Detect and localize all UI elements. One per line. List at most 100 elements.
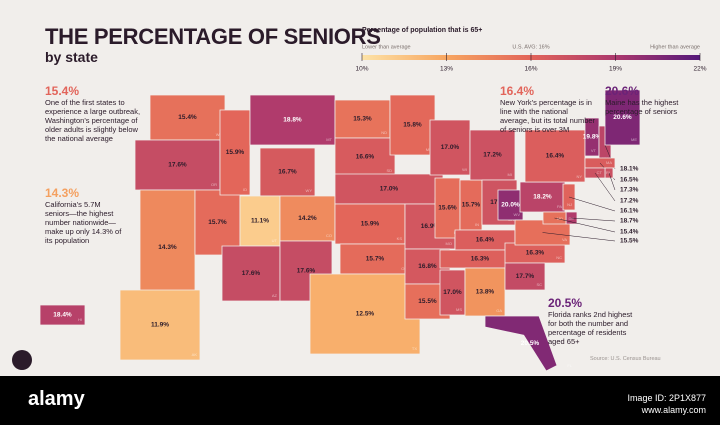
map: Lower than average Higher than average U.S… [12,44,707,372]
state-value-label: 17.3% [620,187,639,194]
annotation: 14.3% California's 5.7M seniors—the highe… [45,186,125,245]
leader-line [571,217,616,222]
state-value-label: 15.4% [178,114,197,121]
state-code: KS [397,236,403,241]
state-value-label: 15.4% [620,229,639,236]
annotation-text: One of the first states to experience a … [45,98,141,143]
state [524,129,586,183]
legend-tick-label: 16% [524,66,537,73]
state-code: NJ [567,202,572,207]
state-value-label: 16.4% [546,153,565,160]
state [309,273,421,355]
legend-low: Lower than average [362,44,411,50]
image-id: Image ID: 2P1X877 [627,393,706,403]
state-code: WV [514,212,521,217]
state-code: MA [606,160,612,165]
annotation-value: 15.4% [45,84,80,98]
state-value-label: 17.6% [168,162,187,169]
state-value-label: 13.8% [476,289,495,296]
state-code: SD [386,168,392,173]
legend-tick-label: 22% [693,66,706,73]
state [219,109,251,196]
state-code: DE [568,216,574,221]
brand: alamy [28,388,85,410]
state-code: WA [216,132,223,137]
annotation-text: Maine has the highest percentage of seni… [605,98,679,116]
state-value-label: 17.2% [620,198,639,205]
annotation: 16.4% New York's percentage is in line wi… [500,84,598,134]
leader-line [554,217,616,233]
state-value-label: 18.7% [620,218,639,225]
annotation-text: New York's percentage is in line with th… [500,98,596,134]
state-value-label: 16.3% [471,256,490,263]
state-value-label: 15.8% [403,122,422,129]
legend-avg: U.S. AVG: 16% [512,44,549,50]
state-code: VT [591,148,597,153]
source: Source: U.S. Census Bureau [590,356,661,362]
state-code: GA [496,308,502,313]
state-code: RI [606,170,610,175]
state-value-label: 16.8% [418,263,437,270]
state-code: FL [567,363,572,368]
state-code: OR [211,182,217,187]
title: THE PERCENTAGE OF SENIORS [45,24,381,49]
legend-high: Higher than average [650,44,700,50]
annotation-value: 16.4% [500,84,535,98]
state-value-label: 19.8% [583,134,602,141]
state-value-label: 16.1% [620,208,639,215]
leader-line [608,172,616,191]
state [404,283,451,320]
state-value-label: 11.9% [151,322,169,329]
state [39,304,86,326]
state [484,315,558,372]
state-value-label: 18.2% [533,194,552,201]
annotation-value: 14.3% [45,186,80,200]
annotation-text: Florida ranks 2nd highest for both the n… [548,310,633,346]
state-value-label: 15.7% [208,219,227,226]
state-value-label: 15.7% [366,256,385,263]
state-value-label: 20.5% [521,340,540,347]
state-code: MN [426,147,432,152]
state-value-label: 14.2% [298,215,317,222]
state-value-label: 17.2% [483,152,502,159]
state-value-label: 16.9% [421,223,440,230]
state-code: SC [536,282,542,287]
leader-line [594,172,616,202]
state-value-label: 17.0% [380,186,399,193]
state [604,89,641,146]
state-value-label: 16.3% [526,250,545,257]
state-value-label: 17.7% [516,273,535,280]
annotation: 20.5% Florida ranks 2nd highest for both … [548,296,640,346]
state-code: OK [401,266,407,271]
leader-line [568,196,616,212]
state-code: AK [192,352,198,357]
state-value-label: 15.5% [418,298,437,305]
legend-tick-label: 19% [609,66,622,73]
state-code: WI [462,167,467,172]
state-code: MD [557,216,563,221]
state-value-label: 20.0% [501,202,520,209]
state-value-label: 16.6% [356,154,375,161]
state-code: IN [475,222,479,227]
state-value-label: 16.5% [620,177,639,184]
annotation: 15.4% One of the first states to experien… [45,84,145,143]
state-value-label: 15.6% [438,205,457,212]
state-value-label: 17.6% [297,268,316,275]
state-code: MO [446,241,452,246]
legend-title: Percentage of population that is 65+ [362,27,483,34]
state-value-label: 15.9% [361,221,380,228]
state-code: MT [326,137,332,142]
state-value-label: 15.3% [353,116,372,123]
state-value-label: 17.0% [443,289,462,296]
annotation: 20.6% Maine has the highest percentage of… [605,84,705,116]
legend-tick-label: 13% [440,66,453,73]
state-code: VA [562,237,567,242]
state-code: MS [456,307,462,312]
state-code: NY [576,174,582,179]
state-value-label: 17.6% [242,270,261,277]
state-value-label: 12.5% [356,311,375,318]
state-code: CO [326,233,332,238]
state-value-label: 15.9% [226,149,245,156]
state-code: UT [272,238,278,243]
